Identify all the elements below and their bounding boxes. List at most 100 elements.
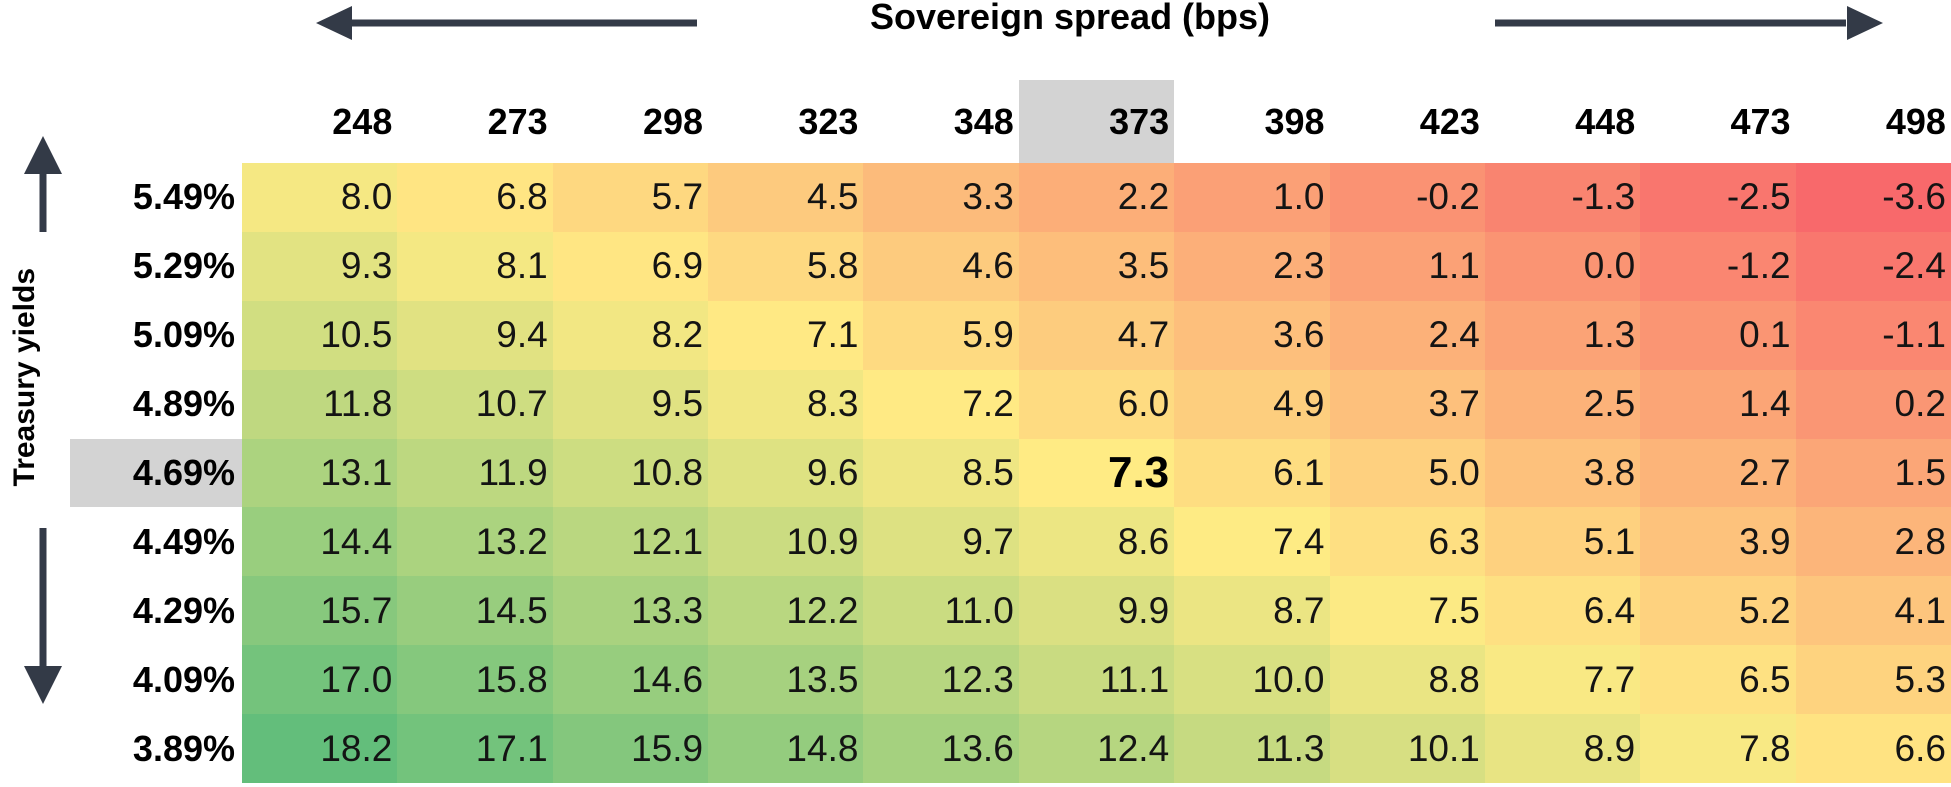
heatmap-cell: 12.3 xyxy=(863,645,1019,715)
heatmap-cell: -0.2 xyxy=(1329,163,1485,232)
heatmap-cell: 3.3 xyxy=(863,163,1019,232)
row-label: 5.09% xyxy=(70,300,242,370)
heatmap-cell: 2.5 xyxy=(1484,369,1641,439)
heatmap-cell: 5.9 xyxy=(863,300,1019,370)
heatmap-cell: 7.7 xyxy=(1484,645,1641,715)
heatmap-cell: 9.7 xyxy=(863,507,1019,577)
heatmap-cell: -1.2 xyxy=(1640,231,1796,301)
heatmap-cell: 5.0 xyxy=(1329,438,1485,508)
heatmap-cell: 8.0 xyxy=(242,163,398,232)
column-header: 398 xyxy=(1264,100,1325,142)
heatmap-cell: 12.2 xyxy=(708,576,864,646)
heatmap-cell: 14.4 xyxy=(242,507,398,577)
heatmap-cell: 11.9 xyxy=(397,438,553,508)
heatmap-cell: 3.9 xyxy=(1640,507,1796,577)
row-label: 4.09% xyxy=(70,645,242,715)
heatmap-cell: 1.0 xyxy=(1174,163,1330,232)
heatmap-cell: 3.6 xyxy=(1174,300,1330,370)
heatmap-cell: 5.2 xyxy=(1640,576,1796,646)
heatmap-cell: 2.2 xyxy=(1018,163,1175,232)
heatmap-cell: 3.8 xyxy=(1484,438,1641,508)
heatmap-cell: 17.1 xyxy=(397,714,553,784)
heatmap-cell: 8.7 xyxy=(1174,576,1330,646)
heatmap-cell: 13.3 xyxy=(552,576,709,646)
heatmap-cell: 15.7 xyxy=(242,576,398,646)
heatmap-cell: 0.1 xyxy=(1640,300,1796,370)
heatmap-cell: 6.4 xyxy=(1484,576,1641,646)
heatmap-cell: 9.9 xyxy=(1018,576,1175,646)
arrow-up-icon xyxy=(24,136,62,232)
heatmap-cell: 1.5 xyxy=(1795,438,1951,508)
column-header: 498 xyxy=(1885,100,1946,142)
heatmap-cell: -1.1 xyxy=(1795,300,1951,370)
heatmap-cell: 17.0 xyxy=(242,645,398,715)
heatmap-cell: 5.1 xyxy=(1484,507,1641,577)
heatmap-cell: 9.4 xyxy=(397,300,553,370)
heatmap-cell: 11.0 xyxy=(863,576,1019,646)
heatmap-cell: 11.1 xyxy=(1018,645,1175,715)
row-label: 3.89% xyxy=(70,714,242,784)
arrow-left-icon xyxy=(316,6,697,40)
column-header: 248 xyxy=(332,100,393,142)
heatmap-cell: 6.5 xyxy=(1640,645,1796,715)
heatmap-cell: 13.1 xyxy=(242,438,398,508)
heatmap-cell: 7.4 xyxy=(1174,507,1330,577)
column-header-highlighted: 373 xyxy=(1018,80,1175,163)
heatmap-cell: 13.2 xyxy=(397,507,553,577)
column-header: 323 xyxy=(798,100,859,142)
heatmap-cell: 10.9 xyxy=(708,507,864,577)
heatmap-cell: -3.6 xyxy=(1795,163,1951,232)
heatmap-cell: 2.3 xyxy=(1174,231,1330,301)
heatmap-cell: 5.3 xyxy=(1795,645,1951,715)
heatmap-cell: 11.3 xyxy=(1174,714,1330,784)
chart-title: Sovereign spread (bps) xyxy=(869,0,1271,37)
heatmap-cell: 8.8 xyxy=(1329,645,1485,715)
arrow-down-icon xyxy=(24,528,62,704)
heatmap-cell: 1.3 xyxy=(1484,300,1641,370)
heatmap-cell: 6.8 xyxy=(397,163,553,232)
heatmap-cell: 4.9 xyxy=(1174,369,1330,439)
heatmap-cell: 12.1 xyxy=(552,507,709,577)
heatmap-cell-highlighted: 7.3 xyxy=(1018,438,1175,508)
heatmap-cell: 1.4 xyxy=(1640,369,1796,439)
row-label: 5.29% xyxy=(70,231,242,301)
heatmap-cell: 4.1 xyxy=(1795,576,1951,646)
heatmap-cell: 14.8 xyxy=(708,714,864,784)
heatmap-cell: -2.4 xyxy=(1795,231,1951,301)
heatmap-cell: 6.1 xyxy=(1174,438,1330,508)
heatmap-cell: 11.8 xyxy=(242,369,398,439)
heatmap-cell: 6.9 xyxy=(552,231,709,301)
heatmap-cell: 13.5 xyxy=(708,645,864,715)
heatmap-cell: 10.8 xyxy=(552,438,709,508)
heatmap-cell: 9.6 xyxy=(708,438,864,508)
heatmap-cell: 8.1 xyxy=(397,231,553,301)
heatmap-cell: 10.5 xyxy=(242,300,398,370)
heatmap-cell: 4.7 xyxy=(1018,300,1175,370)
heatmap-cell: 5.7 xyxy=(552,163,709,232)
column-header: 448 xyxy=(1575,100,1636,142)
heatmap-cell: 3.7 xyxy=(1329,369,1485,439)
heatmap-cell: 10.7 xyxy=(397,369,553,439)
row-label-highlighted: 4.69% xyxy=(70,438,242,508)
heatmap-cell: 15.8 xyxy=(397,645,553,715)
heatmap-cell: 14.5 xyxy=(397,576,553,646)
column-header: 473 xyxy=(1730,100,1791,142)
heatmap-cell: 18.2 xyxy=(242,714,398,784)
arrow-right-icon xyxy=(1495,6,1883,40)
heatmap-cell: 10.0 xyxy=(1174,645,1330,715)
heatmap-cell: 4.5 xyxy=(708,163,864,232)
heatmap-cell: 8.9 xyxy=(1484,714,1641,784)
heatmap-cell: 1.1 xyxy=(1329,231,1485,301)
column-header: 273 xyxy=(487,100,548,142)
heatmap-cell: 6.0 xyxy=(1018,369,1175,439)
column-header: 423 xyxy=(1419,100,1480,142)
corner-cell xyxy=(70,80,242,163)
heatmap-cell: 13.6 xyxy=(863,714,1019,784)
heatmap-cell: 0.2 xyxy=(1795,369,1951,439)
row-label: 5.49% xyxy=(70,163,242,232)
heatmap-cell: 6.6 xyxy=(1795,714,1951,784)
heatmap-cell: 12.4 xyxy=(1018,714,1175,784)
heatmap-cell: 10.1 xyxy=(1329,714,1485,784)
heatmap-cell: -1.3 xyxy=(1484,163,1641,232)
